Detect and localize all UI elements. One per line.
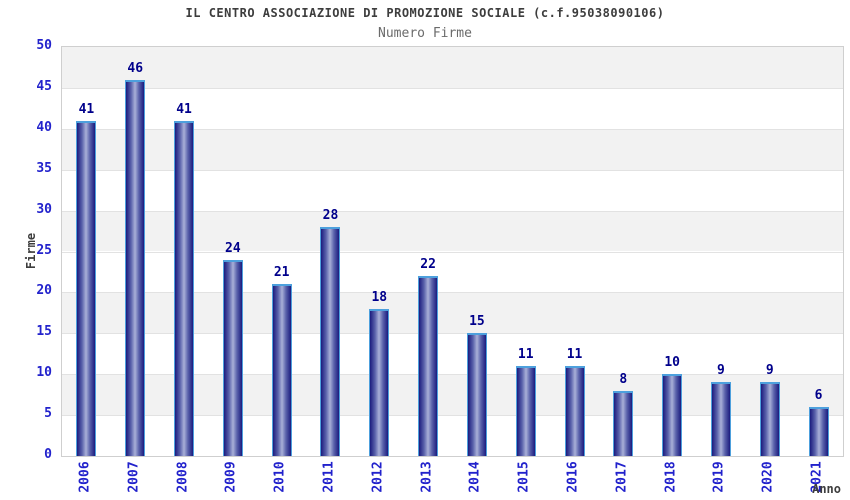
y-tick-label: 5 [44,406,52,422]
chart-title: IL CENTRO ASSOCIAZIONE DI PROMOZIONE SOC… [185,6,665,20]
bar-value-label: 46 [127,60,144,76]
bar-value-label: 22 [420,257,436,273]
bar-value-label: 9 [717,363,725,379]
x-tick-label: 2012 [370,460,386,493]
x-tick-label: 2010 [272,460,288,493]
x-tick-label: 2019 [712,460,728,493]
grid-band [62,47,843,88]
bar-2021 [808,406,829,456]
bar-value-label: 9 [765,363,774,379]
x-axis-title: Anno [812,482,841,496]
bar-2017 [613,390,634,456]
bar-2015 [515,366,536,456]
bar-value-label: 15 [469,314,485,330]
bar-value-label: 8 [619,371,628,387]
y-tick-label: 45 [36,78,52,94]
x-tick-label: 2016 [565,460,581,493]
y-tick-label: 35 [36,160,52,176]
bar-2012 [369,308,390,456]
bar-value-label: 28 [322,207,339,223]
x-tick-label: 2014 [468,460,484,493]
bar-value-label: 41 [78,101,95,117]
bar-2020 [759,382,780,456]
chart-subtitle: Numero Firme [378,26,472,41]
bar-value-label: 11 [517,347,534,363]
x-tick-label: 2020 [760,460,776,493]
bar-2007 [125,79,146,456]
bar-2008 [174,120,195,456]
y-tick-label: 30 [36,201,52,217]
x-tick-label: 2013 [419,460,435,493]
x-tick-label: 2018 [663,460,679,493]
bar-value-label: 11 [566,347,583,363]
x-tick-label: 2008 [175,460,191,493]
x-tick-label: 2015 [516,460,532,493]
bar-2014 [466,333,487,456]
bar-2019 [710,382,731,456]
bar-2016 [564,366,585,456]
bar-2010 [271,284,292,456]
x-tick-label: 2011 [321,460,337,493]
x-tick-label: 2006 [77,460,93,493]
bar-2018 [662,374,683,456]
y-tick-label: 15 [36,324,52,340]
y-tick-label: 10 [36,365,52,381]
bar-2011 [320,226,341,456]
bar-value-label: 18 [371,289,388,305]
bar-value-label: 10 [664,355,680,371]
bar-2009 [222,259,243,456]
bar-value-label: 24 [225,240,241,256]
y-tick-label: 40 [36,119,52,135]
y-tick-label: 20 [36,283,52,299]
bar-value-label: 41 [176,101,192,117]
y-tick-label: 0 [44,447,52,462]
y-axis-title: Firme [24,232,39,269]
bar-value-label: 21 [273,265,290,281]
bar-value-label: 6 [814,387,823,403]
bar-2006 [76,120,97,456]
x-tick-label: 2017 [614,460,630,493]
x-tick-label: 2009 [224,460,239,493]
plot-area: 41 46 41 24 21 28 18 22 15 11 11 8 10 9 9 6 [61,46,844,457]
bar-2013 [418,276,439,456]
x-tick-label: 2007 [126,460,142,493]
